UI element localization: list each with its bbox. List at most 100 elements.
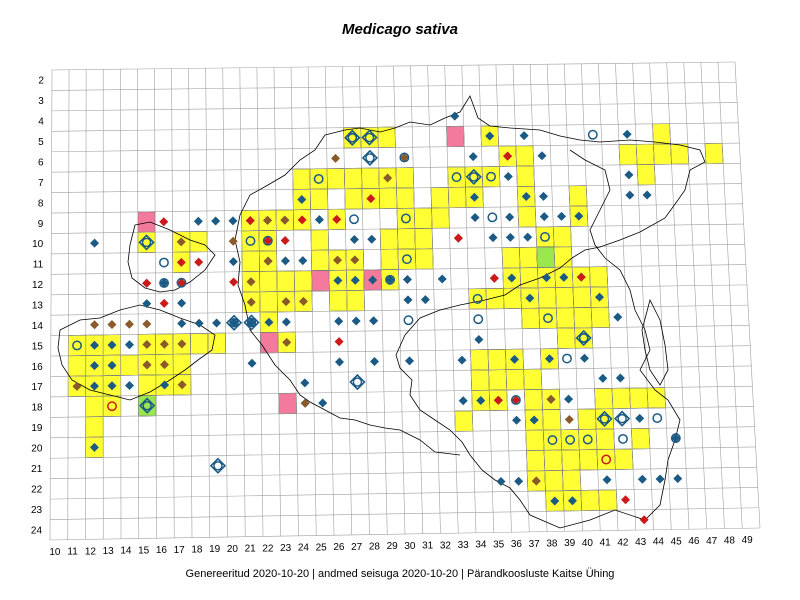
- cell-yellow: [517, 206, 537, 228]
- cell-yellow: [573, 307, 593, 329]
- col-label: 42: [617, 537, 629, 548]
- cell-yellow: [590, 306, 610, 329]
- marker-brown-diamond: [159, 360, 169, 370]
- marker-red-diamond: [297, 215, 307, 225]
- grid-line-vertical: [222, 67, 228, 538]
- marker-blue-diamond: [228, 216, 238, 226]
- col-label: 32: [440, 540, 452, 551]
- marker-blue-diamond: [567, 496, 577, 506]
- grid-line-horizontal: [50, 304, 749, 316]
- cell-yellow: [481, 166, 501, 188]
- marker-target-ring: [246, 317, 257, 328]
- cell-pink: [278, 392, 297, 415]
- marker-blue-diamond: [624, 170, 634, 180]
- marker-blue-circle: [401, 254, 412, 265]
- grid-line-vertical: [85, 69, 87, 540]
- marker-blue-circle: [670, 433, 681, 444]
- cell-yellow: [189, 231, 208, 253]
- marker-blue-diamond: [594, 292, 604, 302]
- marker-target-ring: [213, 461, 223, 471]
- cell-yellow: [346, 290, 365, 312]
- cell-yellow: [594, 388, 614, 410]
- row-label: 24: [31, 525, 43, 536]
- marker-blue-diamond: [247, 358, 257, 368]
- marker-blue-diamond: [142, 299, 152, 309]
- cell-pink: [260, 332, 279, 354]
- col-label: 10: [49, 547, 61, 558]
- marker-brown-diamond: [107, 320, 117, 330]
- footer-text: Genereeritud 2020-10-20 | andmed seisuga…: [185, 568, 615, 580]
- coastline-path: [324, 95, 706, 529]
- marker-blue-diamond: [333, 276, 343, 286]
- marker-target-ring: [364, 132, 375, 143]
- cell-yellow: [120, 354, 139, 376]
- cell-yellow: [652, 123, 671, 145]
- marker-brown-diamond: [263, 215, 273, 225]
- grid-line-horizontal: [51, 102, 738, 112]
- cell-yellow: [635, 143, 655, 165]
- marker-blue-diamond: [496, 477, 506, 487]
- marker-blue-diamond: [655, 474, 665, 484]
- marker-blue-diamond: [519, 131, 529, 141]
- cell-yellow: [329, 290, 348, 312]
- marker-blue-diamond: [525, 293, 535, 303]
- cell-yellow: [556, 307, 575, 329]
- marker-blue-diamond: [264, 317, 274, 327]
- grid-line-vertical: [581, 63, 601, 531]
- grid-line-vertical: [615, 63, 637, 531]
- cell-yellow: [276, 270, 295, 292]
- marker-blue-circle: [385, 274, 396, 285]
- grid-line-horizontal: [50, 345, 751, 357]
- cell-pink: [446, 125, 465, 148]
- col-label: 39: [564, 538, 576, 549]
- cell-yellow: [543, 449, 563, 471]
- marker-blue-diamond: [574, 211, 584, 221]
- grid-line-horizontal: [50, 446, 756, 459]
- marker-blue-diamond: [537, 151, 547, 161]
- marker-blue-diamond: [514, 476, 524, 486]
- marker-blue-diamond: [637, 474, 647, 484]
- cell-yellow: [468, 288, 487, 310]
- marker-blue-circle: [618, 433, 628, 444]
- marker-blue-diamond: [622, 129, 632, 139]
- marker-blue-diamond: [450, 111, 460, 121]
- cell-yellow: [595, 428, 615, 450]
- col-label: 31: [422, 541, 434, 552]
- marker-blue-diamond: [457, 355, 467, 365]
- marker-brown-diamond: [350, 255, 360, 265]
- grid-lines: [49, 61, 761, 541]
- marker-blue-diamond: [193, 216, 203, 226]
- cell-yellow: [537, 287, 557, 309]
- marker-brown-diamond: [333, 255, 343, 265]
- col-label: 14: [120, 546, 132, 557]
- marker-brown-diamond: [300, 398, 310, 408]
- marker-red-diamond: [493, 395, 503, 405]
- marker-target: [138, 234, 155, 251]
- marker-target-ring: [365, 153, 375, 163]
- marker-blue-diamond: [107, 381, 117, 391]
- col-label: 24: [298, 543, 310, 554]
- marker-brown-diamond: [280, 215, 290, 225]
- marker-blue-diamond: [89, 361, 99, 371]
- marker-red-diamond: [142, 278, 152, 288]
- col-label: 37: [529, 539, 541, 550]
- marker-blue-diamond: [212, 318, 222, 328]
- marker-target: [361, 129, 378, 146]
- marker-target-ring: [142, 400, 152, 411]
- marker-blue-diamond: [542, 273, 552, 283]
- marker-blue-diamond: [246, 318, 256, 328]
- cell-yellow: [611, 387, 631, 409]
- cell-yellow: [631, 428, 651, 450]
- cell-yellow: [190, 333, 209, 355]
- marker-blue-diamond: [485, 131, 495, 141]
- row-label: 17: [32, 382, 44, 393]
- marker-blue-circle: [562, 353, 572, 364]
- marker-red-diamond: [366, 194, 376, 204]
- marker-red-circle: [601, 454, 612, 465]
- marker-blue-diamond: [503, 171, 513, 181]
- marker-blue-diamond: [367, 234, 377, 244]
- marker-target: [225, 314, 243, 331]
- cell-yellow: [503, 287, 522, 309]
- cell-yellow: [488, 369, 508, 391]
- col-label: 23: [280, 543, 292, 554]
